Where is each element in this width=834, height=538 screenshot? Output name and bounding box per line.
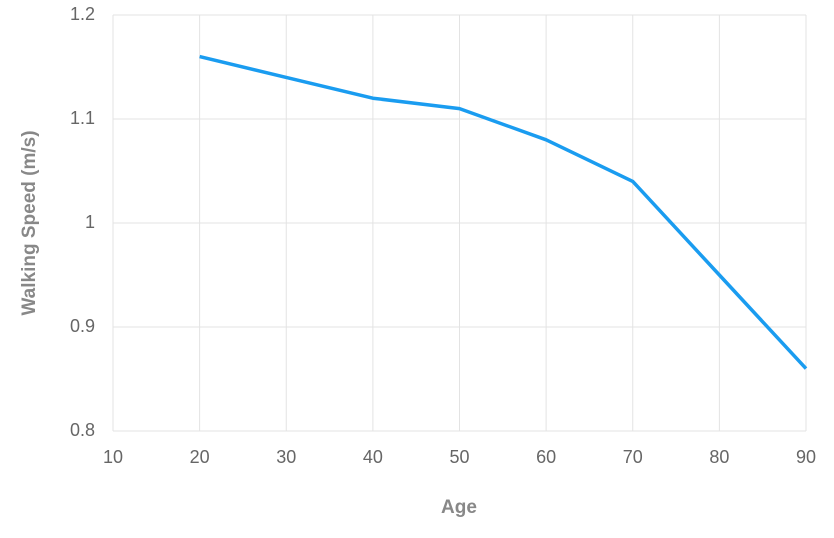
y-tick-label: 0.8 bbox=[70, 420, 95, 440]
x-tick-label: 80 bbox=[709, 447, 729, 467]
x-tick-label: 70 bbox=[623, 447, 643, 467]
y-tick-label: 1.2 bbox=[70, 4, 95, 24]
x-tick-label: 50 bbox=[449, 447, 469, 467]
y-tick-label: 0.9 bbox=[70, 316, 95, 336]
x-tick-label: 90 bbox=[796, 447, 816, 467]
data-line bbox=[199, 54, 808, 370]
y-tick-label: 1 bbox=[85, 212, 95, 232]
y-tick-label: 1.1 bbox=[70, 108, 95, 128]
x-tick-label: 60 bbox=[536, 447, 556, 467]
x-tick-label: 30 bbox=[276, 447, 296, 467]
y-axis-title: Walking Speed (m/s) bbox=[19, 130, 40, 315]
x-axis-title: Age bbox=[441, 497, 477, 518]
x-tick-label: 20 bbox=[190, 447, 210, 467]
x-tick-label: 40 bbox=[363, 447, 383, 467]
x-tick-label: 10 bbox=[103, 447, 123, 467]
